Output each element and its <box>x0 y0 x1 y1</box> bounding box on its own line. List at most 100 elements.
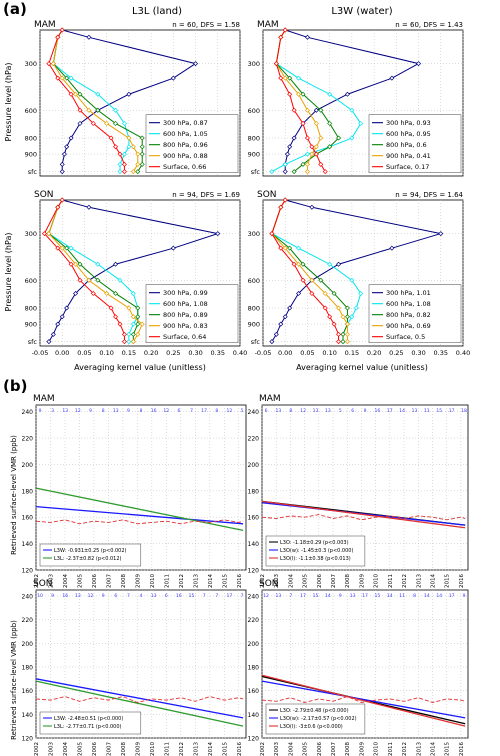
legend-entry: 800 hPa, 0.89 <box>163 311 208 319</box>
count-label: 13 <box>151 593 157 599</box>
series-point <box>121 169 127 175</box>
y-tick-label: 120 <box>22 736 34 743</box>
series-point <box>300 261 306 267</box>
series-point <box>64 144 70 150</box>
series-point <box>287 91 293 97</box>
x-tick-label: 2002 <box>34 742 40 756</box>
count-label: 14 <box>399 408 405 414</box>
x-tick-label: 0.00 <box>278 349 292 357</box>
count-label: 12 <box>300 408 306 414</box>
count-label: 7 <box>127 593 130 599</box>
count-label: 7 <box>203 593 206 599</box>
legend-entry: Surface, 0.64 <box>163 333 206 341</box>
series-point <box>113 314 119 320</box>
series-point <box>139 321 145 327</box>
x-tick-label: 0.15 <box>345 349 359 357</box>
y-tick-label: 180 <box>248 488 260 495</box>
series-point <box>59 161 65 167</box>
series-point <box>309 151 315 157</box>
trend-line <box>261 674 466 727</box>
series-point <box>108 135 114 141</box>
mean-line <box>35 696 244 703</box>
x-tick-label: 2003 <box>48 574 54 588</box>
count-label: 17 <box>227 593 233 599</box>
count-label: 18 <box>461 408 467 414</box>
legend-entry: L3O: -1.18±0.29 (p<0.003) <box>280 540 349 546</box>
y-tick-label: 200 <box>248 641 260 648</box>
legend-entry: L3L: -2.77±0.71 (p<0.000) <box>54 724 122 730</box>
series-point <box>86 204 92 210</box>
series-point <box>304 169 310 175</box>
series-point <box>59 314 65 320</box>
ak-panel-2: 300 600 800 900 sfc MAM n = 60, DFS = 1.43 300 … <box>248 20 464 177</box>
legend-entry: 800 hPa, 0.82 <box>386 311 431 319</box>
mean-line <box>261 696 466 703</box>
season-label: SON <box>257 190 277 200</box>
legend-entry: 300 hPa, 0.93 <box>386 119 431 127</box>
series-point <box>86 107 92 113</box>
series-point <box>135 321 141 327</box>
series-point <box>139 144 145 150</box>
count-label: 13 <box>75 593 81 599</box>
x-tick-label: 2014 <box>430 574 436 588</box>
series-point <box>318 135 324 141</box>
series-point <box>117 321 123 327</box>
count-label: 14 <box>325 593 331 599</box>
y-tick-label: sfc <box>28 338 38 346</box>
y-tick-label: 900 <box>25 151 37 159</box>
x-tick-label: 2007 <box>331 742 337 756</box>
series-point <box>318 161 324 167</box>
series-point <box>55 321 61 327</box>
x-tick-label: 2008 <box>345 742 351 756</box>
legend-entry: Surface, 0.5 <box>386 333 425 341</box>
series-point <box>86 34 92 40</box>
x-tick-label: 2015 <box>222 574 228 588</box>
y-tick-label: 220 <box>248 617 260 624</box>
series-point <box>278 321 284 327</box>
series-point <box>344 91 350 97</box>
svg-text:Retrieved surface-level VMR (p: Retrieved surface-level VMR (ppb) <box>10 435 18 555</box>
x-tick-label: 2005 <box>77 574 83 588</box>
x-tick-label: 0.10 <box>99 349 113 357</box>
y-tick-label: 800 <box>25 305 37 313</box>
series-point <box>135 305 141 311</box>
y-tick-label: sfc <box>251 168 261 176</box>
series-point <box>327 314 333 320</box>
series-point <box>73 261 79 267</box>
legend-box <box>368 284 462 343</box>
count-label: 12 <box>163 408 169 414</box>
series-point <box>121 151 127 157</box>
x-tick-label: 2005 <box>77 742 83 756</box>
series-point <box>46 339 52 345</box>
x-tick-label: 2006 <box>317 742 323 756</box>
trend-panel-4: 120 140 160 180 200 220 240 2002 2003 2004 2005 200… <box>248 579 469 756</box>
y-axis-label-top: Pressure level (hPa) Pressure level (hPa… <box>4 63 13 312</box>
y-tick-label: sfc <box>28 168 38 176</box>
count-label: 16 <box>176 593 182 599</box>
ak-panel-1: 300 600 800 900 sfc MAM n = 60, DFS = 1.58 300 … <box>25 20 241 177</box>
y-tick-label: 300 <box>25 230 37 238</box>
trend-line <box>35 487 244 532</box>
y-tick-label: 160 <box>248 515 260 522</box>
svg-text:Retrieved surface-level VMR (p: Retrieved surface-level VMR (ppb) <box>10 620 18 740</box>
legend-entry: 300 hPa, 0.87 <box>163 119 208 127</box>
count-label: 9 <box>339 593 342 599</box>
y-tick-label: 240 <box>22 409 34 416</box>
x-tick-label: 2003 <box>48 742 54 756</box>
series-point <box>59 197 65 203</box>
series-point <box>327 144 333 150</box>
plot-frame <box>35 404 247 571</box>
x-tick-label: 2011 <box>164 574 170 588</box>
series-point <box>104 120 110 126</box>
series-point <box>278 245 284 251</box>
series-point <box>139 151 145 157</box>
y-tick-label: 600 <box>25 107 37 115</box>
mean-line <box>35 519 244 525</box>
series-point <box>117 151 123 157</box>
series-point <box>95 277 101 283</box>
series-point <box>278 34 284 40</box>
y-tick-label: 120 <box>248 568 260 575</box>
series-point <box>59 27 65 33</box>
legend-entry: 300 hPa, 1.01 <box>386 289 431 297</box>
